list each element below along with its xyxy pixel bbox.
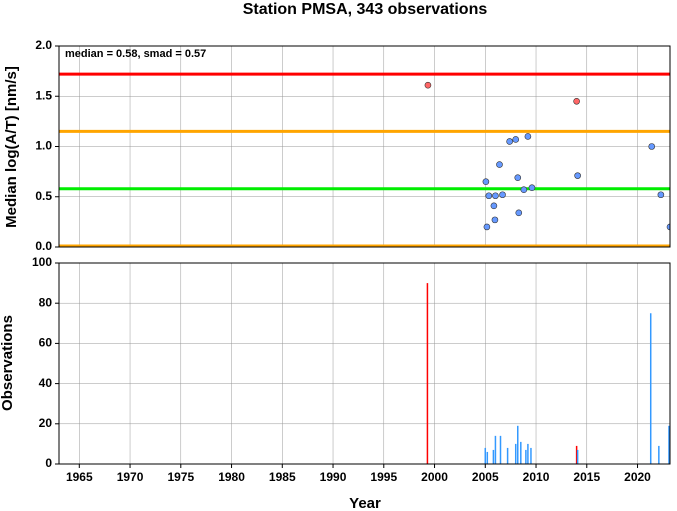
frame — [58, 262, 671, 465]
y-tick-label: 0.5 — [35, 189, 52, 203]
frame — [58, 45, 671, 248]
x-tick-label: 2000 — [421, 470, 448, 484]
bar — [525, 449, 527, 464]
bar — [658, 445, 660, 464]
point — [524, 133, 532, 140]
point — [574, 172, 581, 179]
x-axis-label: Year — [349, 495, 381, 511]
x-tick-label: 1965 — [66, 470, 93, 484]
bar — [649, 313, 652, 464]
point — [490, 202, 498, 210]
point — [657, 191, 665, 199]
x-tick-label: 2020 — [624, 470, 651, 484]
y-tick-label: 1.5 — [35, 88, 52, 102]
bar — [517, 425, 519, 464]
point — [573, 97, 580, 105]
point — [514, 174, 522, 181]
point — [528, 184, 536, 192]
bar — [494, 435, 497, 464]
x-tick-label: 1975 — [167, 470, 194, 484]
bar — [514, 443, 517, 464]
y-tick-label: 100 — [32, 255, 52, 269]
point — [666, 223, 670, 231]
y-tick-label: 2.0 — [35, 38, 52, 52]
x-tick-label: 1980 — [218, 470, 245, 484]
x-tick-label: 2015 — [573, 470, 600, 484]
bar — [530, 447, 532, 464]
plot-area — [59, 72, 670, 247]
x-tick-label: 1995 — [370, 470, 397, 484]
point — [482, 178, 490, 185]
x-tick-label: 1985 — [269, 470, 296, 484]
point — [491, 216, 499, 224]
point — [424, 81, 432, 89]
point — [492, 192, 499, 200]
annotation: median = 0.58, smad = 0.57 — [65, 48, 206, 60]
y-tick-label: 20 — [39, 416, 53, 430]
y-tick-label: 60 — [39, 336, 53, 350]
point — [512, 136, 520, 143]
y-axis-label: Median log(A/T) [nm/s] — [3, 66, 20, 228]
bar — [576, 449, 579, 464]
bar — [486, 451, 489, 464]
point — [499, 191, 506, 199]
x-tick-label: 1970 — [117, 470, 144, 484]
bar — [575, 445, 578, 464]
y-tick-label: 80 — [39, 295, 53, 309]
bar — [484, 447, 487, 464]
y-axis-label: Observations — [0, 315, 16, 411]
bar — [499, 435, 502, 464]
x-tick-label: 1990 — [320, 470, 347, 484]
bar — [426, 283, 429, 464]
y-tick-label: 0.0 — [35, 239, 52, 253]
x-tick-label: 2010 — [523, 470, 550, 484]
point — [520, 186, 528, 194]
point — [648, 143, 656, 150]
y-tick-label: 40 — [39, 376, 53, 390]
point — [485, 192, 493, 200]
bar — [506, 447, 509, 464]
bar — [527, 443, 529, 464]
point — [483, 223, 491, 231]
bar — [492, 449, 495, 464]
bar — [668, 425, 670, 464]
point — [506, 138, 513, 145]
y-tick-label: 1.0 — [35, 139, 52, 153]
x-tick-label: 2005 — [472, 470, 499, 484]
point — [496, 161, 503, 168]
plot-area — [426, 283, 670, 464]
chart-title: Station PMSA, 343 observations — [243, 1, 488, 18]
y-tick-label: 0 — [45, 456, 52, 470]
bar — [520, 441, 522, 464]
point — [515, 209, 523, 217]
